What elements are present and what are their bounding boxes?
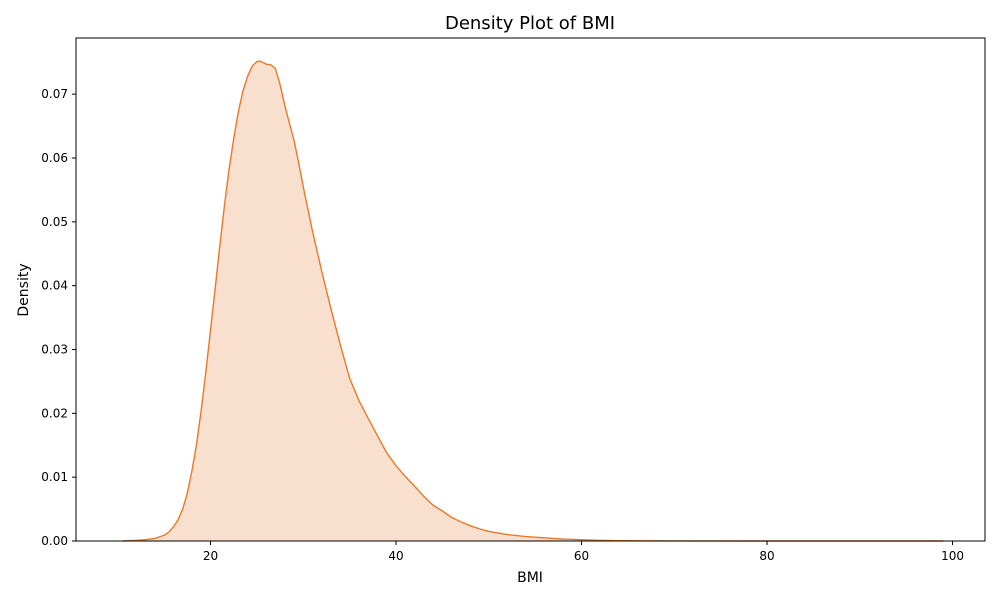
chart-title: Density Plot of BMI bbox=[445, 13, 615, 34]
y-tick-label: 0.02 bbox=[41, 406, 68, 420]
density-curve bbox=[122, 60, 944, 542]
y-tick-label: 0.04 bbox=[41, 279, 68, 293]
y-tick-label: 0.03 bbox=[41, 343, 68, 357]
y-axis-label: Density bbox=[16, 263, 32, 316]
x-tick-label: 20 bbox=[203, 549, 218, 563]
x-tick-label: 80 bbox=[759, 549, 774, 563]
x-tick-label: 40 bbox=[388, 549, 403, 563]
y-tick-label: 0.05 bbox=[41, 215, 68, 229]
y-tick-label: 0.00 bbox=[41, 534, 68, 548]
y-tick-label: 0.01 bbox=[41, 470, 68, 484]
x-axis-label: BMI bbox=[517, 570, 543, 586]
y-axis: 0.00 0.01 0.02 0.03 0.04 0.05 0.06 0.07 bbox=[41, 87, 76, 548]
x-tick-label: 100 bbox=[941, 549, 964, 563]
y-tick-label: 0.07 bbox=[41, 87, 68, 101]
x-axis: 20 40 60 80 100 bbox=[203, 541, 964, 563]
x-tick-label: 60 bbox=[574, 549, 589, 563]
y-tick-label: 0.06 bbox=[41, 151, 68, 165]
plot-frame bbox=[75, 37, 986, 542]
density-area-fill bbox=[122, 60, 944, 541]
plot-area bbox=[122, 60, 944, 542]
